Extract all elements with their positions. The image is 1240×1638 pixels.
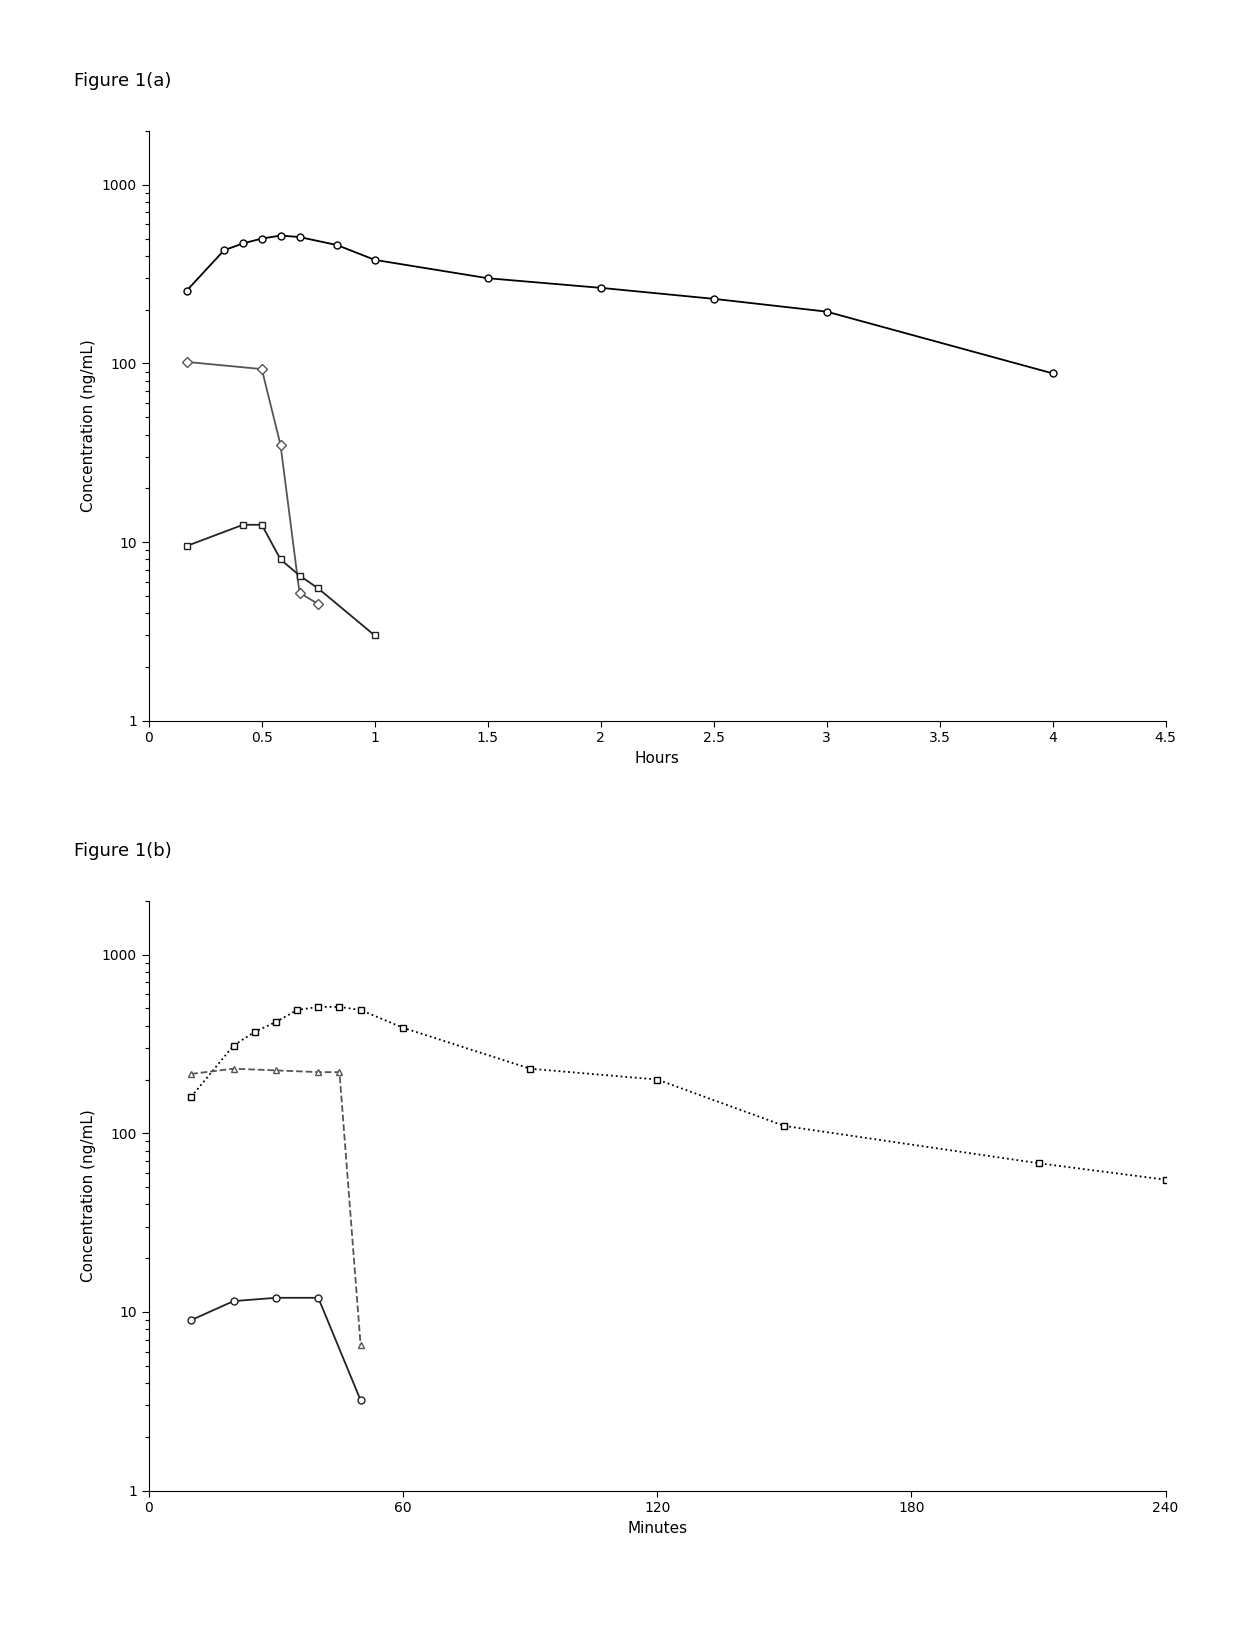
Y-axis label: Concentration (ng/mL): Concentration (ng/mL)	[82, 1109, 97, 1283]
X-axis label: Hours: Hours	[635, 750, 680, 765]
Y-axis label: Concentration (ng/mL): Concentration (ng/mL)	[82, 339, 97, 513]
Text: Figure 1(b): Figure 1(b)	[74, 842, 172, 860]
X-axis label: Minutes: Minutes	[627, 1520, 687, 1535]
Text: Figure 1(a): Figure 1(a)	[74, 72, 172, 90]
